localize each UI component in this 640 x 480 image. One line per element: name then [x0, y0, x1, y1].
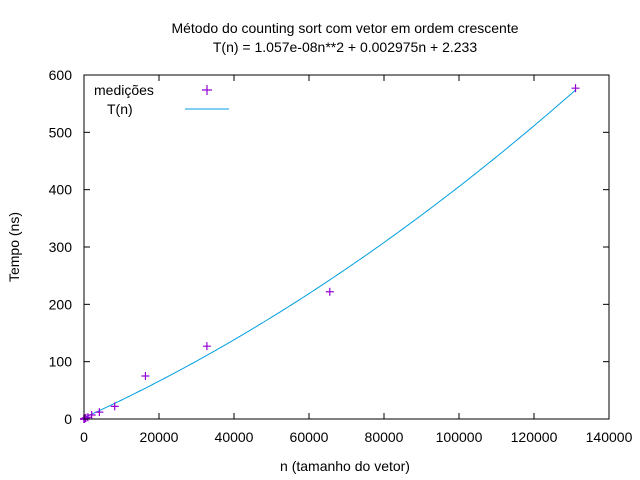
chart-subtitle: T(n) = 1.057e-08n**2 + 0.002975n + 2.233 — [213, 39, 477, 55]
plot-frame — [83, 74, 610, 420]
chart-title: Método do counting sort com vetor em ord… — [171, 20, 518, 36]
fit-curve-group — [83, 89, 576, 419]
x-tick-label: 0 — [80, 429, 88, 445]
x-tick-label: 40000 — [215, 429, 254, 445]
y-axis-ticks: 0 100 200 300 400 500 600 — [49, 67, 609, 427]
measurement-point — [87, 410, 96, 419]
y-tick-label: 400 — [49, 182, 73, 198]
x-tick-label: 20000 — [140, 429, 179, 445]
measurement-points — [80, 84, 580, 423]
y-tick-label: 500 — [49, 124, 73, 140]
measurement-point — [202, 342, 211, 351]
y-tick-label: 100 — [49, 354, 73, 370]
x-tick-label: 140000 — [586, 429, 633, 445]
measurement-point — [141, 372, 150, 380]
legend-marker-measurements — [202, 85, 212, 95]
measurement-point — [110, 402, 119, 411]
y-tick-label: 0 — [64, 411, 72, 427]
legend-label-measurements: medições — [94, 82, 154, 98]
x-axis-label: n (tamanho do vetor) — [280, 458, 410, 474]
x-tick-label: 100000 — [436, 429, 483, 445]
y-tick-label: 600 — [49, 67, 73, 83]
measurement-point — [325, 287, 334, 296]
legend: medições T(n) — [94, 82, 229, 117]
measurement-point — [95, 408, 104, 417]
y-tick-label: 300 — [49, 239, 73, 255]
fit-curve-line — [83, 89, 576, 419]
y-axis-label: Tempo (ns) — [6, 212, 22, 282]
legend-label-fit: T(n) — [107, 101, 133, 117]
x-axis-ticks: 0 20000 40000 60000 80000 100000 120000 140000 — [80, 75, 633, 445]
measurement-point — [571, 84, 580, 93]
y-tick-label: 200 — [49, 296, 73, 312]
x-tick-label: 80000 — [365, 429, 404, 445]
x-tick-label: 60000 — [290, 429, 329, 445]
x-tick-label: 120000 — [511, 429, 558, 445]
